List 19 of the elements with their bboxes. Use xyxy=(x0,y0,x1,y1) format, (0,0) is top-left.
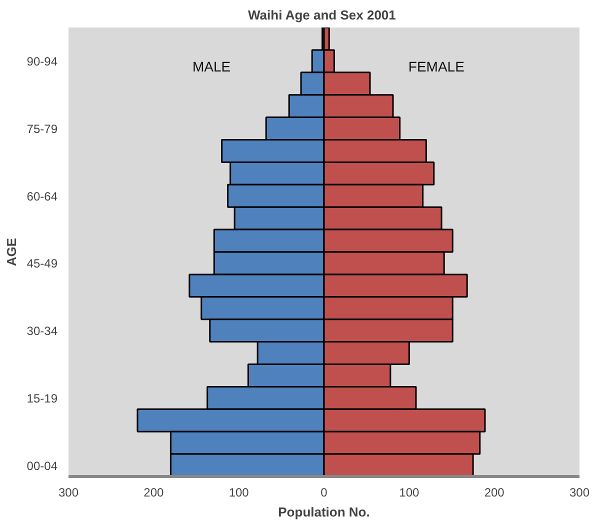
y-tick-label: 90-94 xyxy=(26,54,58,69)
annotation: FEMALE xyxy=(408,58,464,75)
chart-title: Waihi Age and Sex 2001 xyxy=(248,8,396,22)
y-tick-label: 15-19 xyxy=(26,391,58,406)
y-tick-label: 60-64 xyxy=(26,189,58,204)
x-tick-label: 300 xyxy=(58,486,79,500)
y-axis-title: AGE xyxy=(4,238,19,266)
x-tick-label: 100 xyxy=(228,486,250,500)
x-tick-label: 100 xyxy=(399,486,420,500)
y-tick-label: 30-34 xyxy=(26,324,58,338)
x-tick-label: 200 xyxy=(144,486,164,500)
x-tick-label: 300 xyxy=(569,486,590,500)
x-tick-label: 200 xyxy=(484,486,505,500)
x-tick-label: 0 xyxy=(320,486,328,500)
y-tick-label: 45-49 xyxy=(26,256,58,271)
y-tick-label: 00-04 xyxy=(26,458,58,473)
y-tick-label: 75-79 xyxy=(26,122,58,136)
x-axis-title: Population No. xyxy=(278,504,370,520)
annotation: MALE xyxy=(192,58,231,75)
